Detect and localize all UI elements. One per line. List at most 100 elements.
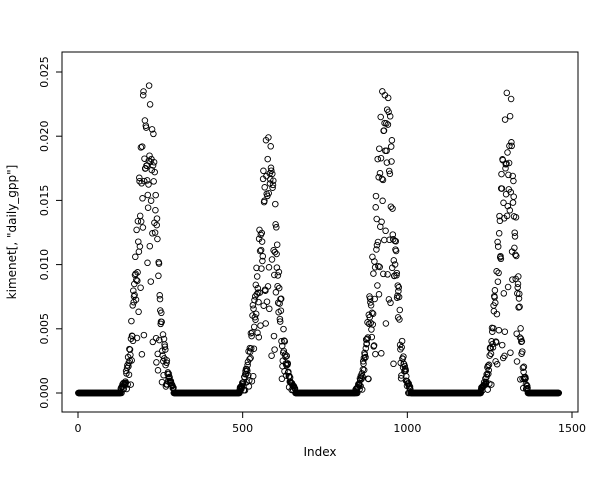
data-point bbox=[134, 277, 141, 285]
data-point bbox=[501, 116, 509, 123]
data-point bbox=[390, 257, 398, 264]
data-point bbox=[152, 191, 159, 199]
data-point bbox=[260, 167, 267, 175]
data-point bbox=[271, 346, 278, 353]
data-point bbox=[271, 271, 278, 279]
data-point bbox=[266, 305, 273, 313]
data-point bbox=[146, 101, 154, 108]
data-point bbox=[269, 181, 277, 189]
data-point bbox=[248, 332, 255, 340]
data-point bbox=[275, 284, 283, 292]
data-point bbox=[367, 299, 374, 306]
data-point bbox=[136, 177, 143, 185]
data-point bbox=[362, 336, 370, 343]
data-point bbox=[506, 142, 513, 150]
data-point bbox=[494, 238, 501, 246]
data-point bbox=[356, 381, 363, 389]
data-point bbox=[372, 192, 380, 200]
data-point bbox=[519, 348, 526, 355]
data-point bbox=[246, 377, 253, 384]
data-point bbox=[139, 91, 147, 99]
data-point bbox=[365, 375, 372, 383]
data-point bbox=[258, 238, 266, 245]
data-point bbox=[152, 334, 160, 342]
data-point bbox=[405, 380, 412, 387]
data-point bbox=[267, 143, 274, 150]
data-point bbox=[511, 229, 518, 236]
data-point bbox=[275, 268, 283, 276]
data-point bbox=[146, 152, 153, 159]
data-point bbox=[244, 361, 251, 369]
data-point bbox=[165, 370, 173, 378]
data-point bbox=[133, 276, 140, 284]
data-point bbox=[247, 345, 255, 352]
data-point bbox=[149, 338, 157, 346]
data-point bbox=[398, 337, 406, 345]
data-point bbox=[393, 269, 401, 277]
data-point bbox=[362, 353, 369, 361]
data-point bbox=[499, 156, 507, 164]
data-point bbox=[356, 386, 363, 393]
data-point bbox=[261, 184, 268, 191]
data-point bbox=[152, 206, 159, 214]
data-point bbox=[511, 244, 518, 252]
data-point bbox=[155, 272, 162, 280]
data-point bbox=[268, 256, 276, 263]
data-point bbox=[163, 357, 171, 364]
data-point bbox=[384, 94, 392, 102]
data-point bbox=[148, 126, 156, 133]
data-point bbox=[253, 273, 261, 280]
data-point bbox=[497, 255, 505, 263]
data-point bbox=[270, 177, 277, 184]
data-point bbox=[378, 218, 385, 226]
data-point bbox=[385, 296, 393, 303]
data-point bbox=[385, 167, 393, 175]
data-point bbox=[274, 272, 282, 279]
data-point bbox=[375, 291, 383, 298]
data-point bbox=[151, 168, 158, 176]
data-points bbox=[75, 82, 563, 397]
data-point bbox=[283, 352, 291, 360]
data-point bbox=[159, 331, 167, 338]
data-point bbox=[269, 170, 276, 178]
data-point bbox=[379, 197, 386, 205]
data-point bbox=[372, 204, 379, 211]
data-point bbox=[252, 281, 260, 289]
data-point bbox=[374, 238, 382, 246]
data-point bbox=[129, 302, 136, 309]
data-point bbox=[498, 185, 506, 192]
data-point bbox=[359, 373, 366, 380]
data-point bbox=[265, 134, 272, 141]
data-point bbox=[273, 224, 280, 231]
data-point bbox=[270, 247, 277, 254]
data-point bbox=[162, 346, 169, 353]
data-point bbox=[150, 158, 158, 166]
data-point bbox=[502, 165, 509, 172]
data-point bbox=[132, 270, 139, 278]
data-point bbox=[516, 303, 523, 311]
data-point bbox=[517, 325, 524, 332]
y-tick-label: 0.005 bbox=[38, 313, 51, 345]
data-point bbox=[515, 295, 523, 302]
data-point bbox=[364, 319, 371, 326]
data-point bbox=[260, 302, 267, 309]
data-point bbox=[495, 230, 503, 237]
data-point bbox=[391, 261, 399, 268]
data-point bbox=[373, 241, 381, 249]
data-point bbox=[247, 330, 255, 337]
data-point bbox=[482, 378, 490, 386]
data-point bbox=[370, 342, 378, 349]
data-point bbox=[372, 350, 379, 358]
data-point bbox=[501, 328, 509, 335]
data-point bbox=[251, 296, 258, 304]
data-point bbox=[373, 215, 380, 223]
x-tick-label: 1000 bbox=[393, 422, 421, 435]
data-point bbox=[362, 345, 370, 352]
data-point bbox=[267, 176, 274, 183]
data-point bbox=[513, 252, 520, 260]
data-point bbox=[136, 212, 144, 220]
data-point bbox=[522, 381, 530, 388]
data-point bbox=[508, 139, 515, 146]
data-point bbox=[252, 310, 260, 318]
